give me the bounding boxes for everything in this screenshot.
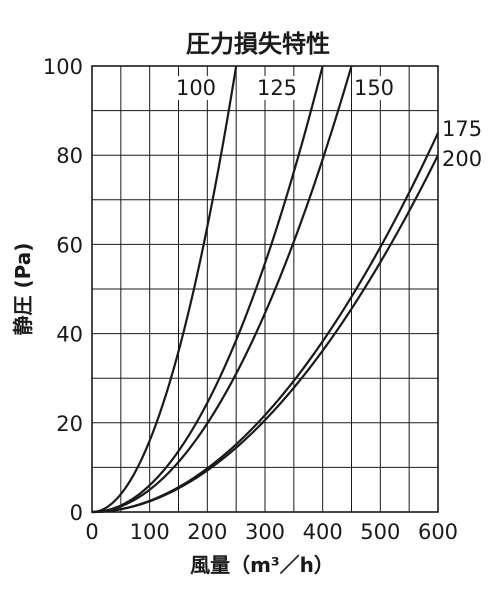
x-tick-label: 600	[418, 520, 458, 544]
series-curve-125	[92, 65, 324, 514]
series-label-150: 150	[354, 76, 394, 100]
series-label-background	[174, 76, 218, 100]
x-tick-label: 500	[360, 520, 400, 544]
series-label-background	[255, 76, 299, 100]
curve-layer	[92, 65, 438, 514]
y-axis-label: 静圧 (Pa)	[11, 243, 35, 336]
y-tick-label: 20	[56, 412, 83, 436]
y-tick-label: 100	[43, 55, 83, 79]
series-label-175: 175	[442, 117, 482, 141]
x-tick-label: 200	[187, 520, 227, 544]
x-tick-label: 300	[245, 520, 285, 544]
series-label-125: 125	[257, 76, 297, 100]
chart-title: 圧力損失特性	[186, 30, 330, 58]
x-tick-label: 400	[303, 520, 343, 544]
series-curve-100	[92, 65, 238, 514]
y-tick-label: 0	[70, 501, 83, 525]
plot-frame	[91, 65, 439, 513]
x-tick-label: 100	[130, 520, 170, 544]
series-label-100: 100	[176, 76, 216, 100]
series-label-background	[352, 76, 396, 100]
y-tick-label: 80	[56, 144, 83, 168]
series-label-layer: 100 125 150 175 200	[174, 76, 482, 171]
y-tick-label: 40	[56, 323, 83, 347]
series-label-200: 200	[442, 147, 482, 171]
grid-layer	[92, 66, 438, 512]
x-tick-label: 0	[85, 520, 98, 544]
tick-layer: 0 100 200 300 400 500 600 0 20 40 60 80 100	[43, 55, 458, 544]
series-curve-200	[92, 154, 438, 514]
series-curve-150	[92, 65, 353, 514]
y-tick-label: 60	[56, 233, 83, 257]
x-axis-label: 風量（m³／h）	[190, 553, 334, 577]
